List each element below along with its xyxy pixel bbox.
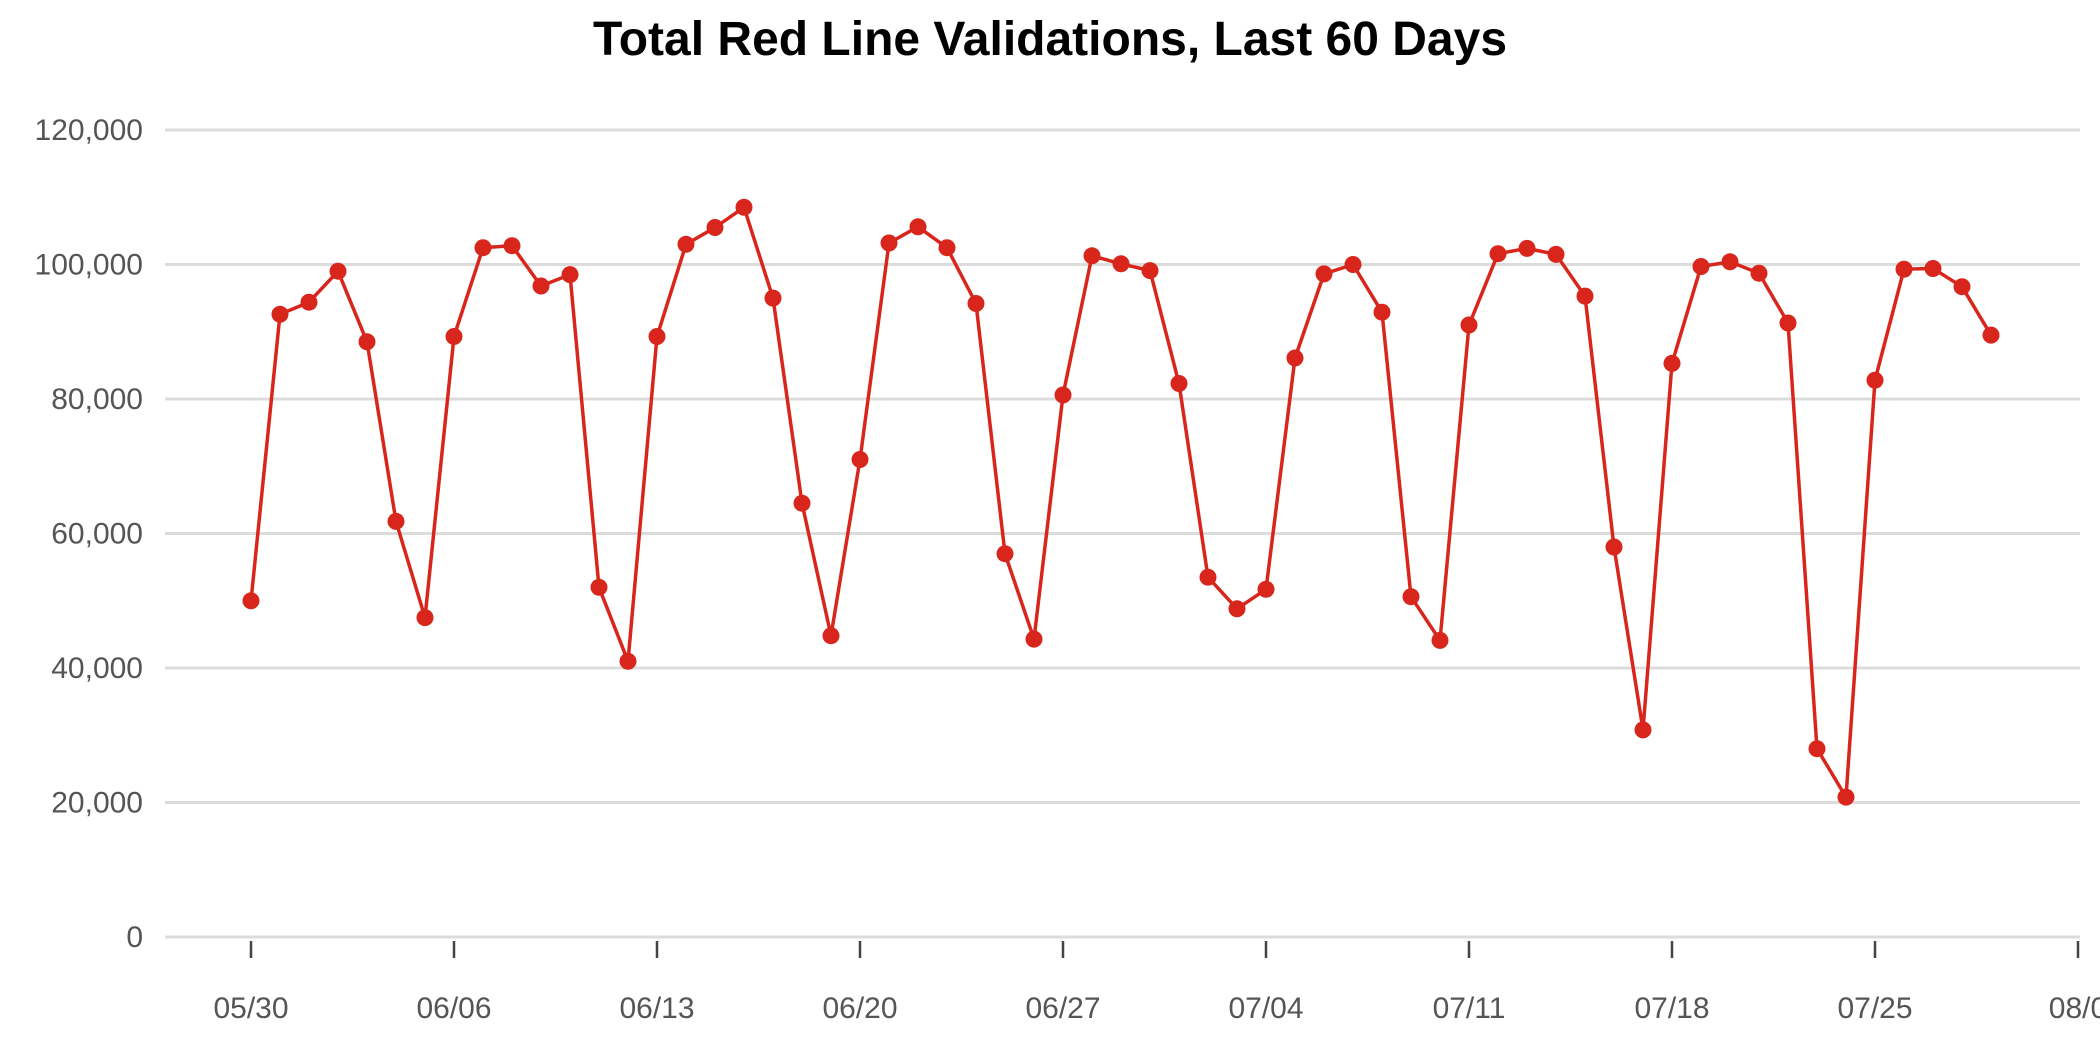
data-point (445, 328, 463, 345)
data-point (1431, 631, 1449, 649)
data-point (416, 609, 434, 627)
data-point (532, 277, 550, 295)
data-point (1460, 316, 1478, 334)
data-point (967, 295, 985, 312)
data-point (1808, 740, 1826, 758)
data-point (1402, 588, 1420, 606)
data-point (619, 652, 637, 670)
data-point (1895, 260, 1913, 278)
data-point (1837, 788, 1855, 806)
chart-title: Total Red Line Validations, Last 60 Days (592, 13, 1508, 66)
data-point (1344, 256, 1362, 273)
data-point (329, 262, 347, 280)
data-point (1924, 260, 1942, 277)
data-point (271, 305, 289, 323)
data-point (677, 235, 695, 253)
data-point (1953, 278, 1971, 296)
data-point (300, 293, 318, 311)
data-point (822, 627, 840, 645)
data-point (1721, 253, 1739, 271)
data-point (1634, 721, 1652, 739)
data-point (851, 451, 869, 468)
data-point (880, 234, 898, 252)
data-point (793, 494, 811, 512)
gridlines (165, 128, 2080, 939)
x-tick-label: 05/30 (213, 992, 288, 1025)
data-point (474, 239, 492, 257)
data-point (503, 237, 521, 255)
x-tick-label: 07/11 (1433, 992, 1506, 1025)
data-point (1373, 303, 1391, 321)
y-tick-label: 120,000 (35, 114, 143, 147)
data-point (1518, 239, 1536, 257)
y-tick-label: 40,000 (51, 652, 143, 685)
data-point (764, 289, 782, 307)
x-tick-label: 07/25 (1837, 992, 1912, 1025)
data-point (1489, 245, 1507, 263)
data-point (1257, 580, 1275, 598)
data-point (938, 239, 956, 257)
data-point (1228, 600, 1246, 618)
data-point (242, 592, 260, 610)
data-point (1750, 264, 1768, 282)
data-point (1170, 375, 1188, 392)
series-validations (242, 198, 2000, 806)
data-point (1982, 326, 2000, 344)
y-axis-ticks: 0 20,000 40,000 60,000 80,000 100,000 120,000 (35, 114, 143, 954)
data-point (1141, 262, 1159, 280)
y-tick-label: 0 (126, 921, 143, 954)
data-point (648, 328, 666, 345)
x-tick-label: 06/20 (822, 992, 897, 1025)
y-tick-label: 20,000 (51, 787, 143, 820)
data-point (1605, 538, 1623, 556)
data-point (1576, 287, 1594, 305)
data-point (706, 219, 724, 236)
series-line (249, 205, 1993, 799)
data-point (1866, 371, 1884, 389)
x-tick-label: 06/06 (416, 992, 491, 1025)
data-point (1692, 258, 1710, 275)
x-tick-label: 08/0 (2049, 992, 2100, 1025)
data-point (1663, 354, 1681, 372)
y-tick-label: 60,000 (51, 518, 143, 551)
data-point (1286, 349, 1304, 367)
data-point (735, 198, 753, 216)
data-point (996, 545, 1014, 563)
x-tick-label: 06/27 (1025, 992, 1100, 1025)
data-point (1547, 245, 1565, 263)
data-point (909, 218, 927, 236)
x-tick-label: 07/04 (1228, 992, 1303, 1025)
data-point (358, 333, 376, 351)
x-tick-label: 07/18 (1634, 992, 1709, 1025)
data-point (1112, 255, 1130, 273)
y-tick-label: 80,000 (51, 383, 143, 416)
data-point (561, 266, 579, 284)
data-point (1779, 314, 1797, 332)
data-point (1025, 630, 1043, 648)
data-point (1054, 386, 1072, 404)
data-point (1315, 265, 1333, 283)
data-point (1199, 568, 1217, 586)
x-axis-ticks: 05/30 06/06 06/13 06/20 06/27 07/04 07/11 07/18… (213, 941, 2100, 1025)
data-point (1083, 247, 1101, 265)
y-tick-label: 100,000 (35, 249, 143, 282)
data-point (387, 512, 405, 530)
data-point (590, 578, 608, 596)
x-tick-label: 06/13 (619, 992, 694, 1025)
